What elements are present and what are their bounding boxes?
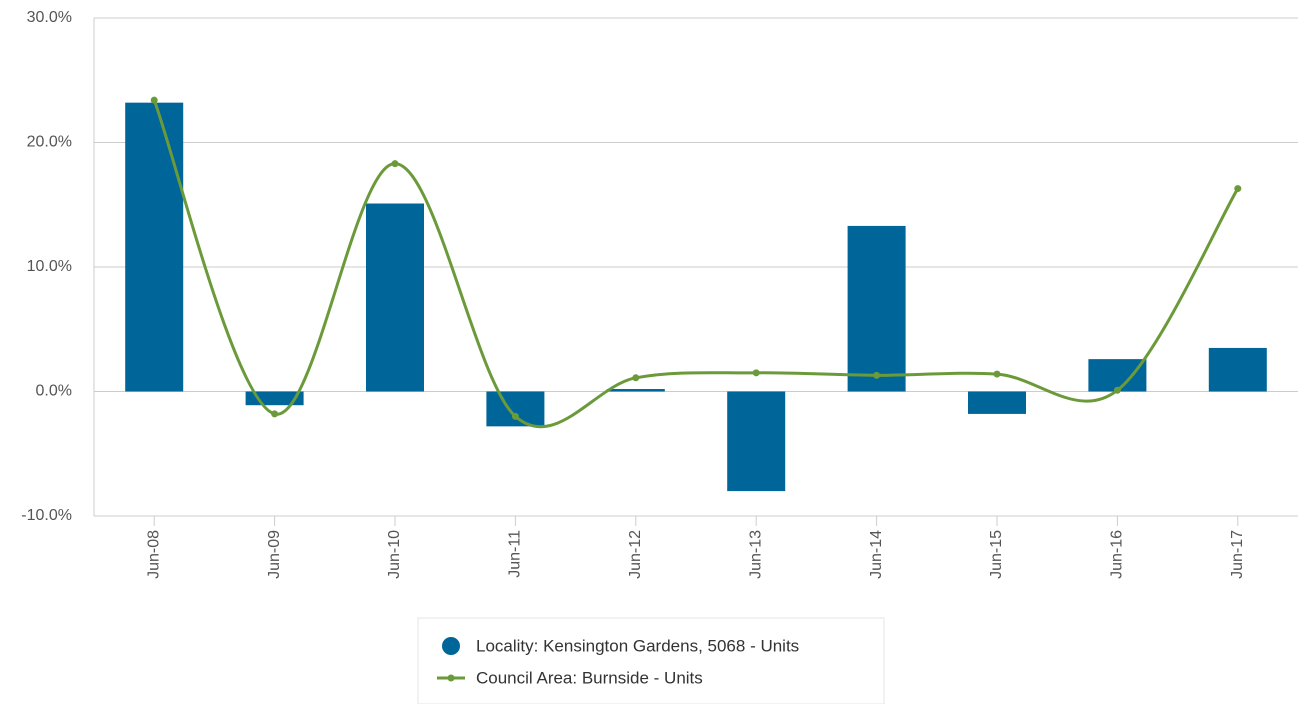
line-point — [391, 160, 399, 168]
line — [152, 99, 1240, 429]
bar — [1208, 347, 1267, 392]
bar — [968, 391, 1026, 414]
x-tick-label: Jun-11 — [507, 530, 524, 578]
line-point — [511, 412, 519, 420]
bar — [125, 102, 184, 392]
bar — [1088, 359, 1147, 392]
bar — [606, 389, 665, 392]
bar — [727, 391, 786, 492]
x-tick-label: Jun-13 — [747, 530, 764, 579]
y-tick-label: -10.0% — [21, 507, 72, 524]
line-point — [752, 369, 760, 377]
x-tick-label: Jun-14 — [868, 530, 885, 579]
line-point — [632, 374, 640, 382]
x-tick-label: Jun-08 — [145, 530, 162, 579]
bar — [847, 225, 906, 392]
bar — [366, 203, 424, 392]
x-tick-label: Jun-09 — [266, 530, 283, 579]
x-tick-label: Jun-17 — [1229, 530, 1246, 579]
legend-label: Council Area: Burnside - Units — [476, 668, 703, 687]
legend-box — [417, 617, 885, 704]
y-tick-label: 20.0% — [27, 134, 72, 151]
x-tick-label: Jun-16 — [1109, 530, 1126, 579]
y-tick-label: 10.0% — [27, 258, 72, 275]
line-point — [271, 410, 279, 418]
y-tick-label: 30.0% — [27, 9, 72, 26]
x-tick-label: Jun-10 — [386, 530, 403, 579]
line-point — [873, 371, 881, 379]
line-point — [993, 370, 1001, 378]
legend-symbol — [442, 637, 460, 655]
x-tick-label: Jun-15 — [988, 530, 1005, 579]
line-point — [1113, 386, 1121, 394]
y-tick-label: 0.0% — [36, 383, 72, 400]
legend-label: Locality: Kensington Gardens, 5068 - Uni… — [476, 636, 799, 655]
legend-symbol — [447, 674, 455, 682]
x-tick-label: Jun-12 — [627, 530, 644, 579]
bar — [486, 391, 545, 427]
line-point — [150, 96, 158, 104]
line-point — [1234, 185, 1242, 193]
